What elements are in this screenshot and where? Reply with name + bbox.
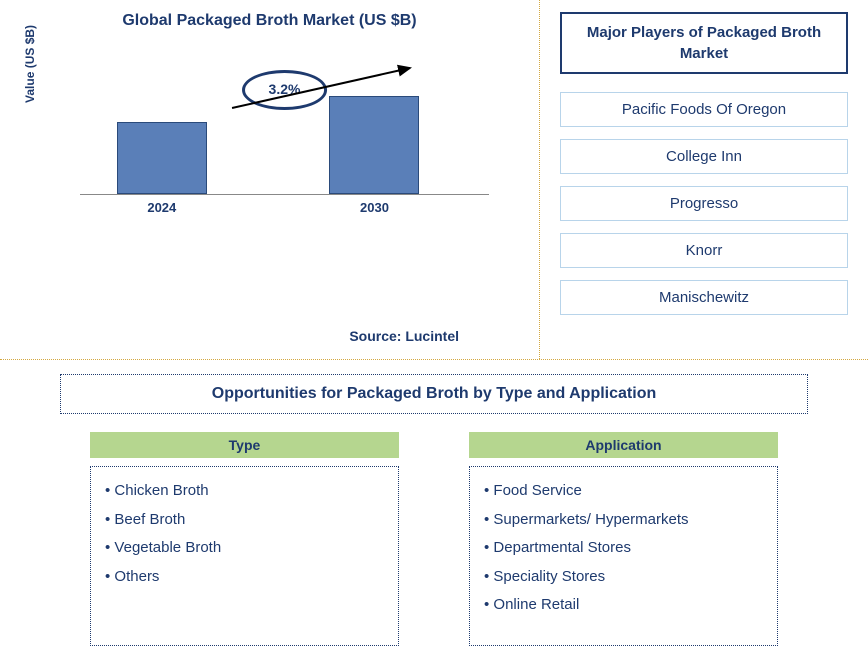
column-body: Chicken BrothBeef BrothVegetable BrothOt… (90, 466, 399, 646)
player-item: Manischewitz (560, 280, 848, 315)
column-header: Type (90, 432, 399, 458)
source-citation: Source: Lucintel (349, 328, 459, 344)
column-header: Application (469, 432, 778, 458)
list-item: Chicken Broth (105, 477, 384, 506)
list-item: Departmental Stores (484, 534, 763, 563)
opportunities-title: Opportunities for Packaged Broth by Type… (71, 385, 797, 403)
column-body: Food ServiceSupermarkets/ HypermarketsDe… (469, 466, 778, 646)
bar (117, 122, 207, 194)
list-item: Vegetable Broth (105, 534, 384, 563)
list-item: Speciality Stores (484, 563, 763, 592)
opportunities-title-box: Opportunities for Packaged Broth by Type… (60, 374, 808, 414)
top-section: Global Packaged Broth Market (US $B) Val… (0, 0, 868, 360)
y-axis-label: Value (US $B) (23, 25, 37, 103)
player-item: College Inn (560, 139, 848, 174)
players-list: Pacific Foods Of Oregon College Inn Progre… (560, 92, 848, 315)
player-item: Progresso (560, 186, 848, 221)
list-item: Food Service (484, 477, 763, 506)
player-item: Pacific Foods Of Oregon (560, 92, 848, 127)
opportunity-column: Type Chicken BrothBeef BrothVegetable Bro… (90, 432, 399, 646)
growth-rate-label: 3.2% (269, 81, 301, 97)
bar (329, 96, 419, 194)
growth-oval: 3.2% (242, 70, 328, 110)
x-tick-label: 2024 (147, 200, 176, 215)
bar-chart: Value (US $B) 3.2% (80, 50, 489, 220)
growth-annotation: 3.2% (242, 70, 328, 110)
player-item: Knorr (560, 233, 848, 268)
opportunity-column: Application Food ServiceSupermarkets/ Hyp… (469, 432, 778, 646)
list-item: Others (105, 563, 384, 592)
list-item: Beef Broth (105, 506, 384, 535)
opportunity-columns: Type Chicken BrothBeef BrothVegetable Bro… (60, 432, 808, 646)
chart-plot: 3.2% (80, 50, 489, 195)
players-title-box: Major Players of Packaged Broth Market (560, 12, 848, 74)
list-item: Supermarkets/ Hypermarkets (484, 506, 763, 535)
bottom-section: Opportunities for Packaged Broth by Type… (0, 360, 868, 660)
list-item: Online Retail (484, 591, 763, 620)
x-tick-label: 2030 (360, 200, 389, 215)
players-panel: Major Players of Packaged Broth Market P… (540, 0, 868, 359)
chart-panel: Global Packaged Broth Market (US $B) Val… (0, 0, 540, 359)
chart-title: Global Packaged Broth Market (US $B) (20, 12, 519, 30)
players-title: Major Players of Packaged Broth Market (574, 22, 834, 64)
x-axis-labels: 2024 2030 (80, 200, 489, 220)
